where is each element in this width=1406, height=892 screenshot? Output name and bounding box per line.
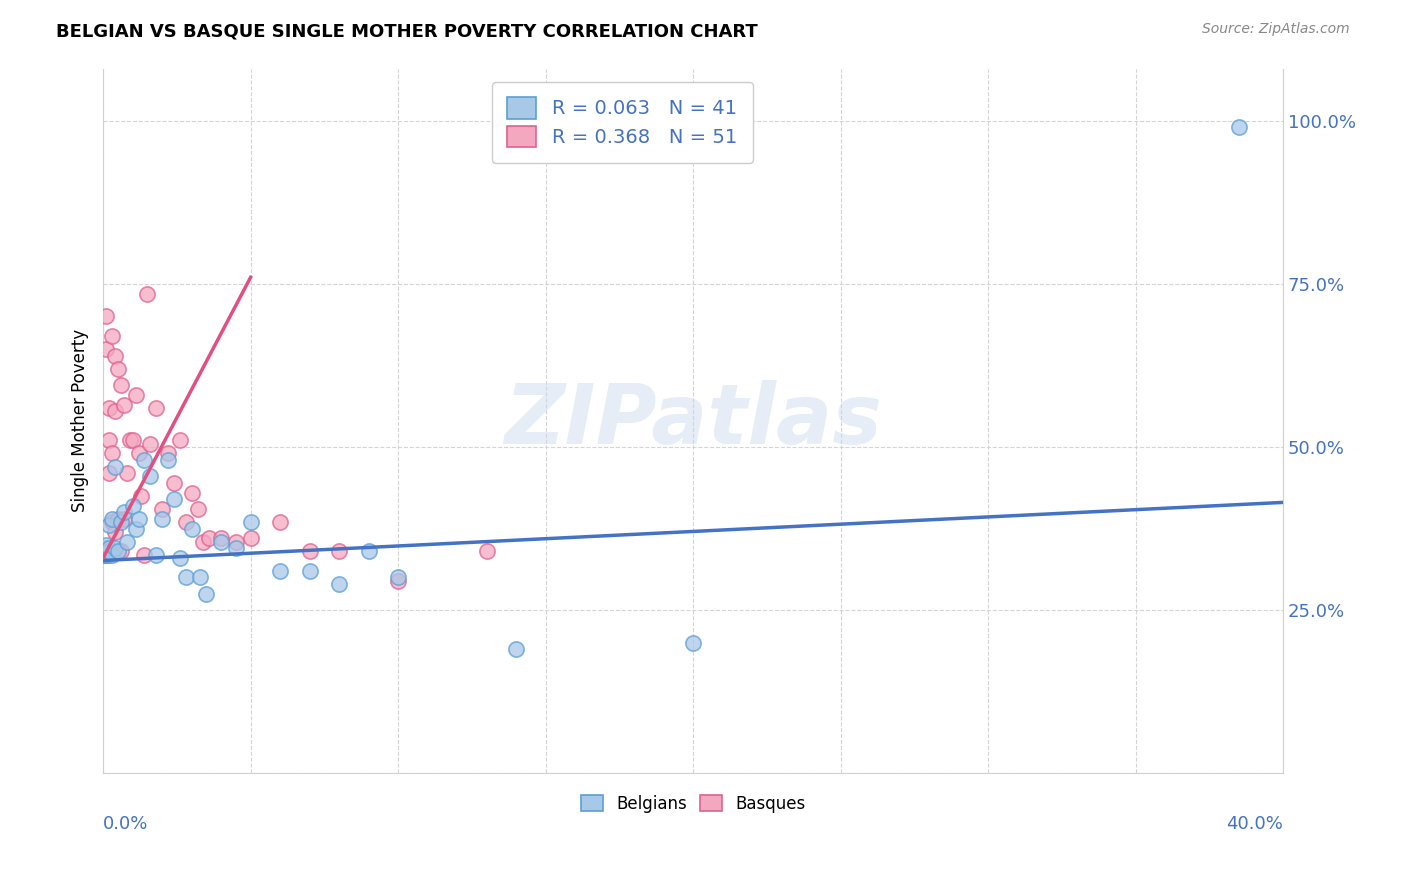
Text: BELGIAN VS BASQUE SINGLE MOTHER POVERTY CORRELATION CHART: BELGIAN VS BASQUE SINGLE MOTHER POVERTY … [56,22,758,40]
Point [112,398,135,412]
Point [145,548,167,562]
Point [195,587,218,601]
Point [94,544,117,558]
Point [505,642,527,657]
Point [1227,120,1250,135]
Point [174,515,197,529]
Point [104,349,127,363]
Point [139,436,162,450]
Point [98,401,121,415]
Text: 0.0%: 0.0% [103,815,149,833]
Point [269,515,291,529]
Point [136,286,159,301]
Point [139,469,162,483]
Point [98,544,121,558]
Point [104,524,127,539]
Point [225,534,247,549]
Point [98,466,121,480]
Point [104,541,127,555]
Point [180,485,202,500]
Point [180,522,202,536]
Point [131,489,153,503]
Point [94,310,117,324]
Point [150,502,173,516]
Point [101,544,124,558]
Point [121,499,143,513]
Point [169,550,191,565]
Point [112,512,135,526]
Point [94,544,117,558]
Point [98,544,121,558]
Point [239,531,262,545]
Point [163,475,186,490]
Point [145,401,167,415]
Point [107,512,129,526]
Point [98,548,121,562]
Point [98,518,121,533]
Point [91,548,114,562]
Point [110,378,132,392]
Point [134,548,156,562]
Point [186,502,208,516]
Text: 40.0%: 40.0% [1226,815,1284,833]
Point [94,538,117,552]
Point [110,544,132,558]
Point [107,544,129,558]
Point [104,404,127,418]
Point [163,492,186,507]
Point [387,570,409,584]
Point [198,531,221,545]
Point [115,534,138,549]
Point [94,548,117,562]
Point [112,505,135,519]
Point [115,466,138,480]
Point [225,541,247,555]
Point [124,388,146,402]
Point [104,459,127,474]
Point [94,342,117,356]
Point [121,434,143,448]
Point [239,515,262,529]
Point [94,548,117,562]
Y-axis label: Single Mother Poverty: Single Mother Poverty [72,329,89,512]
Point [328,544,350,558]
Point [357,544,380,558]
Point [101,515,124,529]
Point [298,544,321,558]
Point [150,512,173,526]
Point [101,446,124,460]
Point [134,453,156,467]
Point [682,636,704,650]
Point [101,548,124,562]
Point [193,534,215,549]
Point [387,574,409,588]
Point [209,531,232,545]
Point [110,515,132,529]
Point [101,512,124,526]
Point [475,544,498,558]
Legend: Belgians, Basques: Belgians, Basques [572,787,814,822]
Point [107,361,129,376]
Point [98,541,121,555]
Point [94,548,117,562]
Point [91,544,114,558]
Point [190,570,212,584]
Point [94,541,117,555]
Point [157,446,180,460]
Point [98,434,121,448]
Point [174,570,197,584]
Point [209,534,232,549]
Text: ZIPatlas: ZIPatlas [505,380,882,461]
Point [298,564,321,578]
Point [269,564,291,578]
Point [328,577,350,591]
Point [101,329,124,343]
Point [169,434,191,448]
Text: Source: ZipAtlas.com: Source: ZipAtlas.com [1202,22,1350,37]
Point [124,522,146,536]
Point [118,434,141,448]
Point [157,453,180,467]
Point [128,446,150,460]
Point [128,512,150,526]
